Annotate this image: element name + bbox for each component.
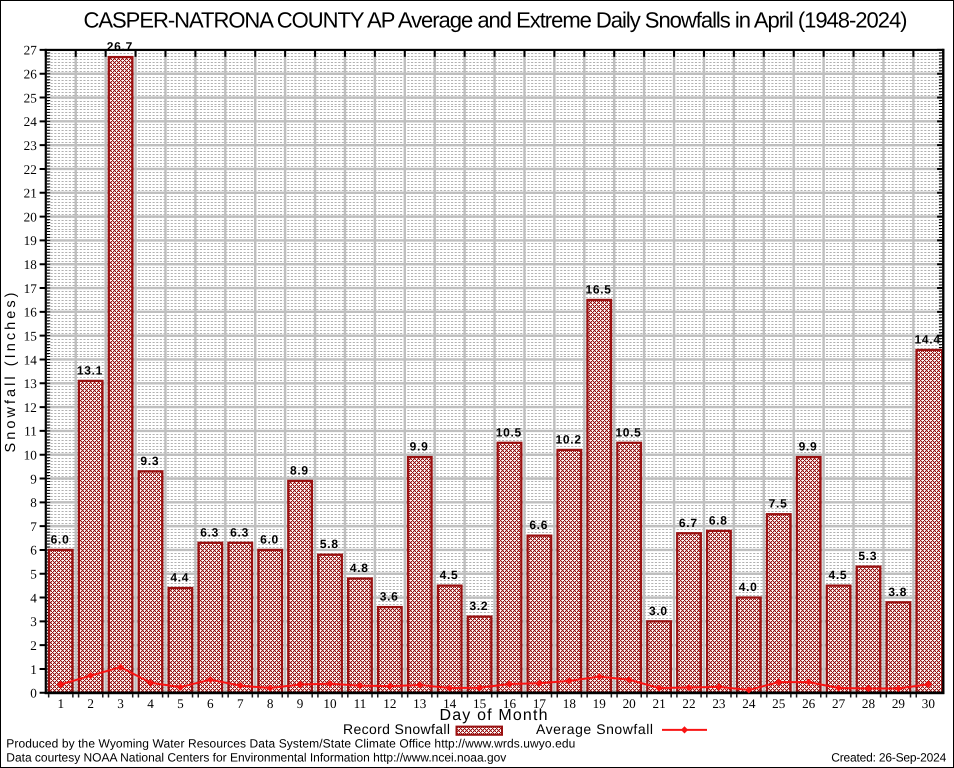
svg-text:Data courtesy NOAA National Ce: Data courtesy NOAA National Centers for … (6, 751, 506, 765)
svg-text:3: 3 (30, 614, 37, 629)
svg-text:9: 9 (30, 471, 37, 486)
svg-text:17: 17 (533, 696, 547, 711)
svg-text:8.9: 8.9 (290, 463, 309, 477)
svg-text:16: 16 (503, 696, 517, 711)
svg-text:10.5: 10.5 (496, 425, 522, 439)
svg-text:Created: 26-Sep-2024: Created: 26-Sep-2024 (831, 751, 946, 765)
svg-text:24: 24 (24, 114, 38, 129)
svg-text:3: 3 (117, 696, 124, 711)
svg-text:12: 12 (24, 400, 37, 415)
svg-text:4.0: 4.0 (739, 580, 758, 594)
svg-text:7.5: 7.5 (769, 497, 788, 511)
svg-text:6.3: 6.3 (230, 525, 249, 539)
svg-text:16.5: 16.5 (585, 282, 611, 296)
svg-text:29: 29 (892, 696, 906, 711)
svg-text:15: 15 (24, 328, 38, 343)
svg-text:6.0: 6.0 (260, 532, 279, 546)
svg-text:9: 9 (297, 696, 304, 711)
svg-text:28: 28 (862, 696, 876, 711)
svg-text:9.3: 9.3 (140, 454, 159, 468)
svg-text:15: 15 (473, 696, 487, 711)
svg-text:16: 16 (24, 305, 38, 320)
svg-text:9.9: 9.9 (410, 440, 429, 454)
svg-text:7: 7 (30, 519, 37, 534)
svg-text:17: 17 (24, 281, 38, 296)
svg-text:4.5: 4.5 (828, 568, 847, 582)
svg-text:4.5: 4.5 (440, 568, 459, 582)
svg-text:6: 6 (30, 543, 37, 558)
svg-text:CASPER-NATRONA COUNTY AP Avera: CASPER-NATRONA COUNTY AP Average and Ext… (84, 8, 908, 33)
svg-text:22: 22 (24, 162, 37, 177)
svg-text:14: 14 (24, 352, 38, 367)
svg-text:3.2: 3.2 (469, 599, 488, 613)
svg-text:6.8: 6.8 (709, 513, 728, 527)
svg-text:2: 2 (30, 638, 37, 653)
svg-text:1: 1 (57, 696, 64, 711)
svg-text:22: 22 (682, 696, 695, 711)
svg-text:25: 25 (24, 90, 38, 105)
svg-text:Day of Month: Day of Month (440, 707, 548, 724)
svg-text:4: 4 (30, 590, 37, 605)
svg-text:14: 14 (443, 696, 457, 711)
svg-text:27: 27 (24, 43, 38, 58)
svg-text:6.0: 6.0 (51, 532, 70, 546)
svg-text:8: 8 (30, 495, 37, 510)
svg-text:Average Snowfall: Average Snowfall (536, 721, 653, 737)
svg-text:25: 25 (772, 696, 786, 711)
svg-text:30: 30 (922, 696, 936, 711)
svg-text:21: 21 (652, 696, 665, 711)
svg-text:19: 19 (593, 696, 607, 711)
svg-text:11: 11 (24, 424, 37, 439)
svg-text:0: 0 (30, 686, 37, 701)
svg-text:5.8: 5.8 (320, 537, 339, 551)
svg-text:9.9: 9.9 (799, 440, 818, 454)
svg-text:13: 13 (413, 696, 427, 711)
svg-text:6.6: 6.6 (529, 518, 548, 532)
svg-text:10.5: 10.5 (615, 425, 641, 439)
svg-text:3.6: 3.6 (380, 590, 399, 604)
svg-text:5: 5 (177, 696, 184, 711)
svg-text:6.7: 6.7 (679, 516, 698, 530)
svg-text:23: 23 (24, 138, 38, 153)
svg-text:10.2: 10.2 (556, 432, 582, 446)
svg-text:24: 24 (742, 696, 756, 711)
svg-text:13.1: 13.1 (77, 363, 103, 377)
svg-text:14.4: 14.4 (915, 332, 941, 346)
svg-text:13: 13 (24, 376, 38, 391)
svg-text:18: 18 (563, 696, 577, 711)
svg-text:10: 10 (323, 696, 337, 711)
svg-text:6: 6 (207, 696, 214, 711)
svg-text:21: 21 (24, 186, 37, 201)
svg-text:10: 10 (24, 448, 38, 463)
svg-text:11: 11 (354, 696, 367, 711)
svg-text:5.3: 5.3 (858, 549, 877, 563)
svg-text:4: 4 (147, 696, 154, 711)
svg-text:6.3: 6.3 (200, 525, 219, 539)
svg-text:19: 19 (24, 233, 38, 248)
svg-text:2: 2 (87, 696, 94, 711)
svg-text:4.4: 4.4 (170, 571, 189, 585)
svg-text:26.7: 26.7 (107, 40, 133, 54)
svg-text:1: 1 (30, 662, 37, 677)
svg-text:20: 20 (24, 209, 38, 224)
svg-text:Record Snowfall: Record Snowfall (343, 721, 450, 737)
svg-text:12: 12 (383, 696, 396, 711)
svg-text:26: 26 (24, 67, 38, 82)
svg-text:18: 18 (24, 257, 38, 272)
svg-text:8: 8 (267, 696, 274, 711)
svg-text:3.8: 3.8 (888, 585, 907, 599)
svg-text:4.8: 4.8 (350, 561, 369, 575)
svg-text:26: 26 (802, 696, 816, 711)
svg-text:3.0: 3.0 (649, 604, 668, 618)
svg-text:7: 7 (237, 696, 244, 711)
svg-text:27: 27 (832, 696, 846, 711)
svg-text:5: 5 (30, 567, 37, 582)
svg-text:Snowfall (Inches): Snowfall (Inches) (3, 293, 19, 453)
svg-text:23: 23 (712, 696, 726, 711)
svg-text:20: 20 (623, 696, 637, 711)
svg-text:Produced by the Wyoming Water: Produced by the Wyoming Water Resources … (6, 737, 575, 751)
